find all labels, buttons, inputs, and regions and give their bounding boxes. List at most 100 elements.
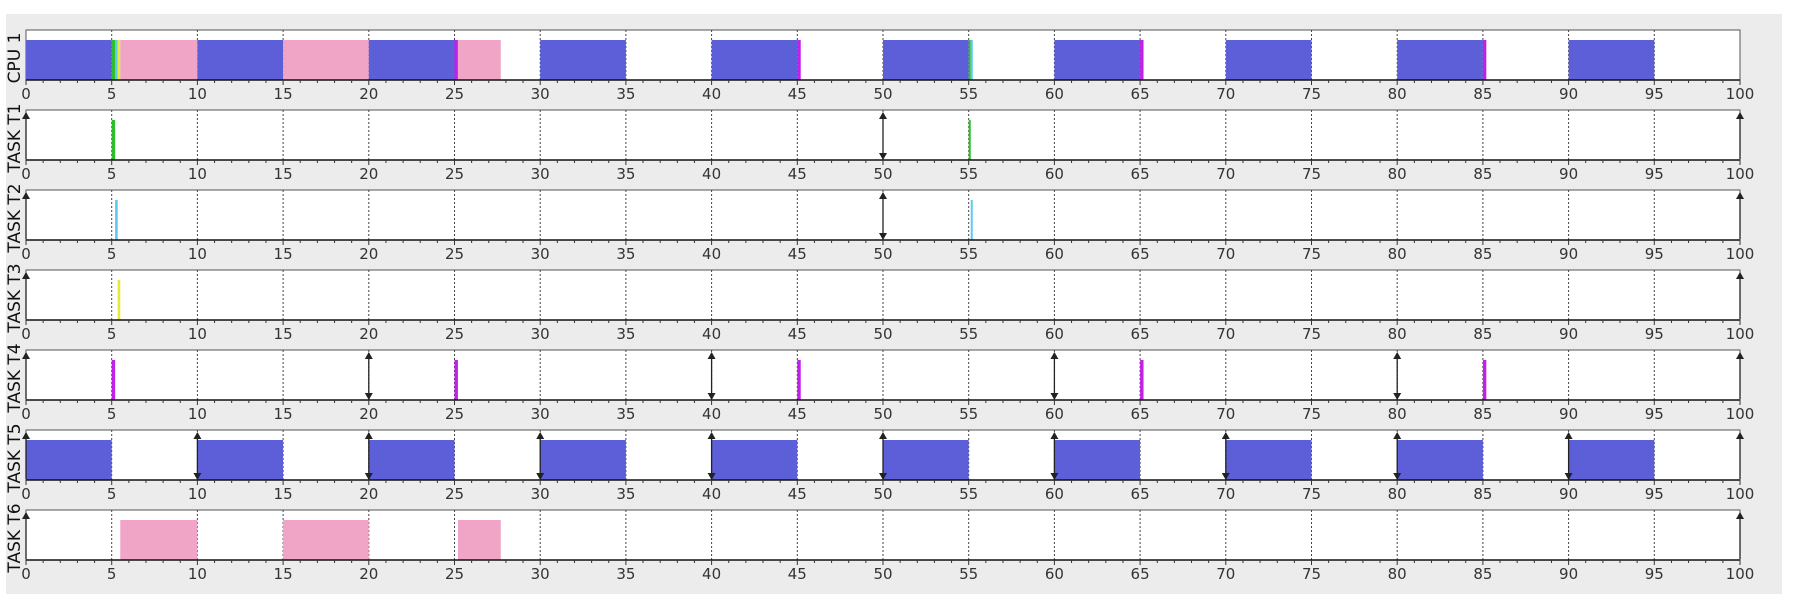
tick-label: 60 [1045, 405, 1064, 423]
tick-label: 70 [1216, 485, 1235, 503]
tick-label: 65 [1131, 165, 1150, 183]
tick-label: 30 [531, 245, 550, 263]
tick-label: 50 [873, 565, 892, 583]
tick-label: 95 [1645, 165, 1664, 183]
bar-T5 [1568, 40, 1655, 80]
bar-T4 [1482, 360, 1487, 400]
tick-label: 10 [188, 405, 207, 423]
bar-T5 [26, 40, 112, 80]
tick-label: 35 [616, 245, 635, 263]
tick-label: 5 [107, 165, 117, 183]
tick-label: 30 [531, 165, 550, 183]
bar-T5 [1225, 40, 1312, 80]
tick-label: 70 [1216, 565, 1235, 583]
tick-label: 85 [1473, 485, 1492, 503]
row-label: TASK T5 [6, 423, 25, 493]
bar-T5 [1054, 40, 1141, 80]
tick-label: 5 [107, 245, 117, 263]
gantt-row-4: 0 5 10 15 20 25 30 35 40 45 50 55 60 65 70 75 80 85 90 95 10… [6, 343, 1754, 423]
bar-T3 [117, 40, 121, 80]
tick-label: 35 [616, 325, 635, 343]
bar-T5 [540, 40, 626, 80]
tick-label: 30 [531, 485, 550, 503]
bar-T5 [1225, 440, 1312, 480]
tick-label: 10 [188, 325, 207, 343]
tick-label: 60 [1045, 85, 1064, 103]
tick-label: 55 [959, 485, 978, 503]
tick-label: 65 [1131, 565, 1150, 583]
tick-label: 85 [1473, 85, 1492, 103]
tick-label: 90 [1559, 565, 1578, 583]
row-label: CPU 1 [6, 33, 25, 84]
tick-label: 55 [959, 245, 978, 263]
tick-label: 45 [788, 165, 807, 183]
row-label: TASK T3 [6, 263, 25, 333]
bar-T5 [197, 40, 284, 80]
tick-label: 0 [21, 405, 31, 423]
tick-label: 45 [788, 245, 807, 263]
tick-label: 65 [1131, 485, 1150, 503]
tick-label: 40 [702, 485, 721, 503]
tick-label: 0 [21, 485, 31, 503]
tick-label: 10 [188, 165, 207, 183]
tick-label: 75 [1302, 485, 1321, 503]
tick-label: 90 [1559, 325, 1578, 343]
tick-label: 30 [531, 405, 550, 423]
tick-label: 50 [873, 485, 892, 503]
tick-label: 30 [531, 325, 550, 343]
bar-T6 [457, 520, 501, 560]
tick-label: 95 [1645, 245, 1664, 263]
tick-label: 0 [21, 165, 31, 183]
tick-label: 25 [445, 405, 464, 423]
tick-label: 20 [359, 245, 378, 263]
tick-label: 60 [1045, 245, 1064, 263]
bar-T5 [711, 40, 798, 80]
bar-T4 [797, 40, 801, 80]
bar-T4 [1140, 360, 1144, 400]
tick-label: 5 [107, 565, 117, 583]
tick-label: 20 [359, 485, 378, 503]
tick-label: 75 [1302, 325, 1321, 343]
tick-label: 100 [1726, 325, 1755, 343]
tick-label: 15 [274, 565, 293, 583]
tick-label: 5 [107, 405, 117, 423]
tick-label: 65 [1131, 85, 1150, 103]
schedule-gantt-chart: 0 5 10 15 20 25 30 35 40 45 50 55 60 65 70 75 80 85 90 95 10… [6, 29, 1755, 583]
tick-label: 50 [873, 325, 892, 343]
tick-label: 100 [1726, 405, 1755, 423]
bar-T1 [111, 40, 116, 80]
row-label: TASK T6 [6, 503, 25, 573]
tick-label: 55 [959, 85, 978, 103]
tick-label: 45 [788, 565, 807, 583]
tick-label: 60 [1045, 165, 1064, 183]
bar-T5 [883, 40, 969, 80]
bar-T6 [283, 520, 369, 560]
tick-label: 70 [1216, 405, 1235, 423]
tick-label: 95 [1645, 485, 1664, 503]
tick-label: 55 [959, 325, 978, 343]
bar-T4 [797, 360, 801, 400]
tick-label: 85 [1473, 325, 1492, 343]
tick-label: 70 [1216, 85, 1235, 103]
tick-label: 50 [873, 405, 892, 423]
tick-label: 20 [359, 85, 378, 103]
tick-label: 0 [21, 565, 31, 583]
tick-label: 95 [1645, 85, 1664, 103]
gantt-row-6: 0 5 10 15 20 25 30 35 40 45 50 55 60 65 70 75 80 85 90 95 10… [6, 503, 1754, 583]
bar-T6 [283, 40, 369, 80]
bar-T5 [1568, 440, 1655, 480]
tick-label: 80 [1388, 245, 1407, 263]
tick-label: 20 [359, 405, 378, 423]
tick-label: 65 [1131, 325, 1150, 343]
tick-label: 0 [21, 245, 31, 263]
tick-label: 40 [702, 85, 721, 103]
tick-label: 65 [1131, 245, 1150, 263]
tick-label: 10 [188, 565, 207, 583]
tick-label: 100 [1726, 485, 1755, 503]
tick-label: 25 [445, 485, 464, 503]
tick-label: 90 [1559, 485, 1578, 503]
tick-label: 75 [1302, 85, 1321, 103]
tick-label: 35 [616, 405, 635, 423]
bar-T4 [454, 40, 458, 80]
bar-T4 [454, 360, 458, 400]
